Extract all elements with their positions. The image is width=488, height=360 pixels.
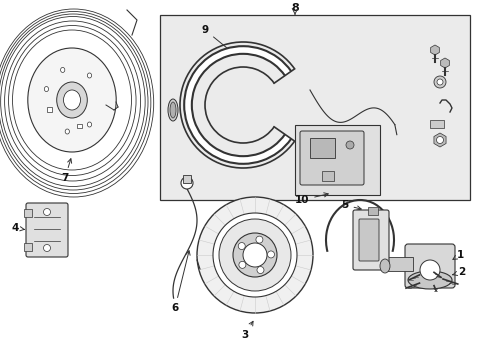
Circle shape (43, 208, 50, 216)
Circle shape (239, 261, 245, 268)
Ellipse shape (379, 259, 389, 273)
Circle shape (232, 233, 276, 277)
Ellipse shape (407, 271, 451, 289)
Circle shape (213, 213, 296, 297)
Circle shape (243, 243, 266, 267)
Circle shape (43, 244, 50, 252)
Text: 8: 8 (290, 3, 298, 13)
Text: 9: 9 (201, 25, 235, 55)
Bar (24, 243, 32, 251)
Ellipse shape (57, 82, 87, 118)
Circle shape (436, 136, 443, 144)
Circle shape (257, 266, 264, 274)
Circle shape (181, 177, 193, 189)
FancyBboxPatch shape (26, 203, 68, 257)
Circle shape (436, 79, 442, 85)
Text: 5: 5 (341, 200, 361, 210)
Ellipse shape (168, 99, 178, 121)
Bar (24, 209, 32, 217)
Circle shape (419, 260, 439, 280)
Ellipse shape (87, 122, 91, 127)
Circle shape (433, 76, 445, 88)
Ellipse shape (87, 73, 91, 78)
Text: 7: 7 (61, 159, 72, 183)
Bar (309, 138, 334, 158)
Circle shape (238, 243, 245, 249)
Ellipse shape (28, 48, 116, 152)
Ellipse shape (44, 86, 48, 91)
Text: 3: 3 (241, 321, 252, 340)
Circle shape (267, 251, 274, 258)
Ellipse shape (63, 90, 81, 110)
Text: 6: 6 (171, 251, 190, 313)
Bar (367, 207, 377, 215)
FancyBboxPatch shape (299, 131, 363, 185)
Circle shape (219, 219, 290, 291)
Circle shape (197, 197, 312, 313)
Ellipse shape (170, 102, 176, 118)
Text: 2: 2 (452, 267, 465, 277)
FancyBboxPatch shape (404, 244, 454, 288)
FancyBboxPatch shape (352, 210, 388, 270)
Text: 4: 4 (11, 223, 24, 233)
FancyBboxPatch shape (358, 219, 378, 261)
Circle shape (346, 141, 353, 149)
Ellipse shape (65, 129, 69, 134)
Bar (46, 107, 52, 112)
Bar (183, 175, 191, 183)
Circle shape (255, 236, 263, 243)
Text: 1: 1 (452, 250, 463, 260)
Bar (429, 120, 443, 128)
Bar (77, 124, 82, 128)
Text: 10: 10 (294, 193, 327, 205)
Ellipse shape (61, 67, 65, 72)
Bar (294, 125, 379, 195)
Bar (384, 257, 412, 271)
Bar (160, 15, 469, 200)
Bar (321, 171, 333, 181)
